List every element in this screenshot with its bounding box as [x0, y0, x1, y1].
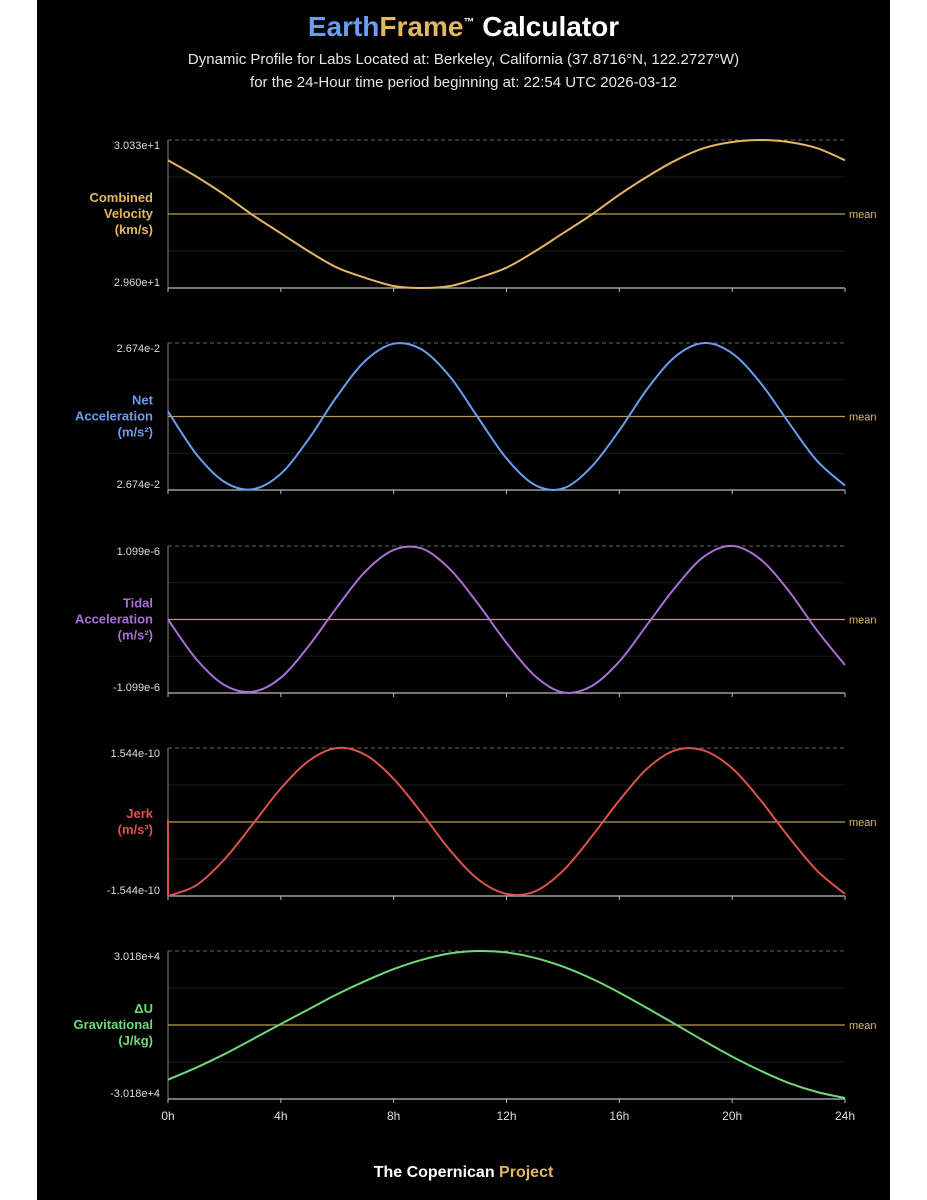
title-earth: Earth: [307, 11, 380, 42]
footer-project: Project: [499, 1164, 554, 1181]
y-top-label: 3.018e+4: [114, 951, 160, 963]
mean-label: mean: [849, 412, 877, 424]
x-tick-label: 24h: [835, 1109, 855, 1123]
chart-panel-3: mean 1.099e-6 -1.099e-6 TidalAcceleration(m…: [75, 544, 877, 697]
y-bottom-label: 2.674e-2: [117, 479, 160, 491]
series-line: [167, 341, 846, 491]
x-tick-label: 12h: [496, 1109, 516, 1123]
series-label-line: Velocity: [104, 206, 154, 221]
series-label-line: (m/s³): [118, 822, 153, 837]
mean-label: mean: [849, 1020, 877, 1032]
x-tick-label: 4h: [274, 1109, 287, 1123]
footer: The Copernican Project: [0, 1164, 927, 1182]
y-bottom-label: -3.018e+4: [110, 1088, 160, 1100]
subtitle-location: Dynamic Profile for Labs Located at: Ber…: [187, 51, 740, 68]
y-bottom-label: -1.099e-6: [113, 682, 160, 694]
series-line: [167, 949, 846, 1100]
title-frame: Frame: [379, 11, 464, 42]
series-line: [167, 544, 846, 694]
series-label-line: Tidal: [123, 596, 153, 611]
y-top-label: 1.099e-6: [117, 546, 160, 558]
mean-label: mean: [849, 209, 877, 221]
chart-panel-5: mean 3.018e+4 -3.018e+4 ΔUGravitational(J/k…: [74, 949, 877, 1103]
x-tick-label: 16h: [609, 1109, 629, 1123]
page-title: EarthFrame™ Calculator: [0, 11, 927, 43]
mean-label: mean: [849, 615, 877, 627]
title-calculator: Calculator: [474, 11, 620, 42]
subtitle-period: for the 24-Hour time period beginning at…: [250, 74, 677, 91]
series-label-line: Acceleration: [75, 612, 153, 627]
series-line: [167, 138, 846, 290]
series-label-line: Combined: [89, 190, 153, 205]
mean-label: mean: [849, 817, 877, 829]
x-tick-label: 0h: [161, 1109, 174, 1123]
series-line: [167, 746, 846, 897]
trademark-mark: ™: [463, 16, 475, 29]
x-tick-label: 8h: [387, 1109, 400, 1123]
chart-panel-2: mean 2.674e-2 2.674e-2 NetAcceleration(m/s²…: [75, 341, 877, 494]
series-label-line: Acceleration: [75, 409, 153, 424]
series-label-line: Gravitational: [74, 1017, 153, 1032]
series-label-line: Net: [132, 393, 154, 408]
y-bottom-label: 2.960e+1: [114, 277, 160, 289]
y-top-label: 1.544e-10: [110, 748, 160, 760]
series-label-line: ΔU: [134, 1001, 153, 1016]
series-label-line: (J/kg): [118, 1033, 153, 1048]
series-label-line: (m/s²): [118, 628, 153, 643]
chart-panel-4: mean 1.544e-10 -1.544e-10 Jerk(m/s³): [107, 746, 877, 900]
dark-panel: [37, 0, 890, 1200]
series-label-line: (km/s): [115, 222, 153, 237]
x-tick-label: 20h: [722, 1109, 742, 1123]
y-bottom-label: -1.544e-10: [107, 885, 160, 897]
y-top-label: 3.033e+1: [114, 140, 160, 152]
footer-copernican: The Copernican: [373, 1164, 500, 1181]
chart-panel-1: mean 3.033e+1 2.960e+1 CombinedVelocity(km/…: [89, 138, 877, 292]
y-top-label: 2.674e-2: [117, 343, 160, 355]
series-label-line: (m/s²): [118, 425, 153, 440]
series-label-line: Jerk: [126, 806, 154, 821]
